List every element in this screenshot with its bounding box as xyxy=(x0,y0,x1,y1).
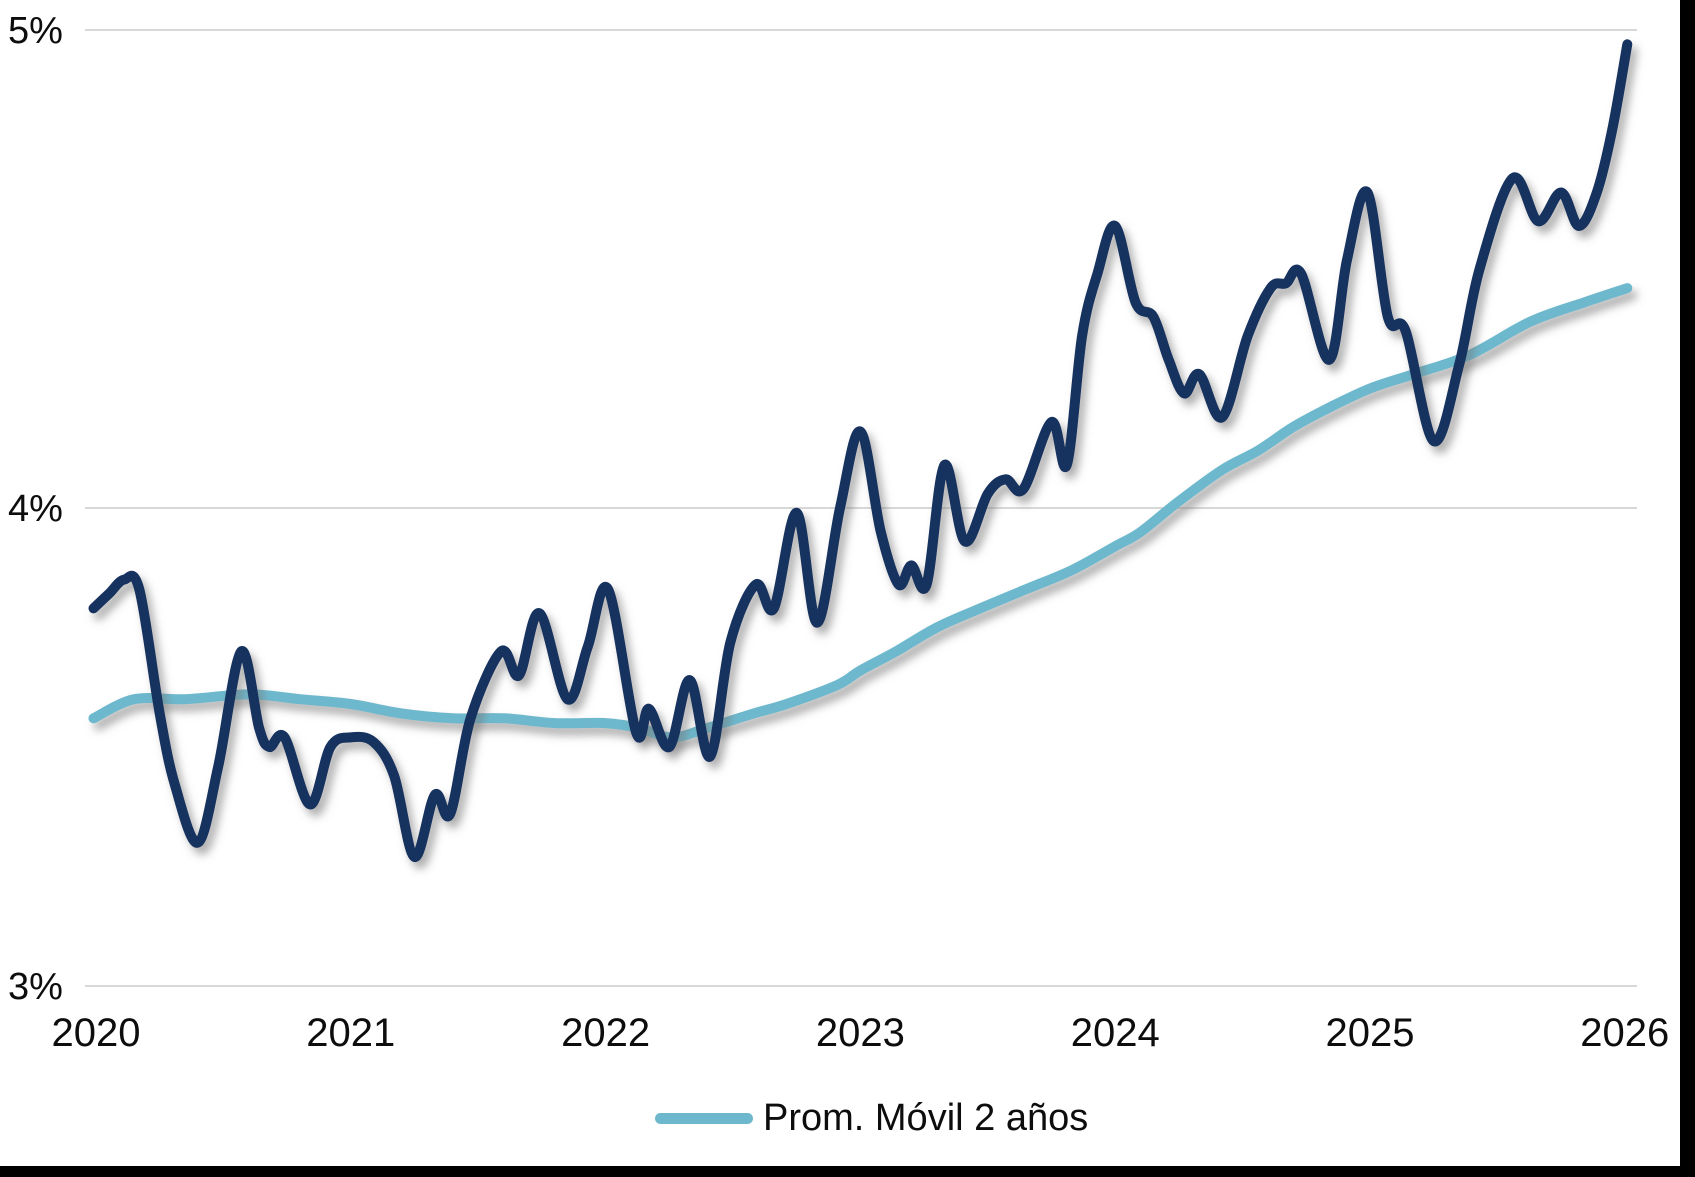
x-axis-label: 2025 xyxy=(1326,1011,1415,1055)
legend-label: Prom. Móvil 2 años xyxy=(763,1097,1089,1139)
moving-average-line xyxy=(88,283,1633,743)
x-axis-label: 2020 xyxy=(52,1011,141,1055)
x-axis-label: 2026 xyxy=(1580,1011,1669,1055)
bottom-border xyxy=(0,1166,1695,1177)
x-axis-label: 2021 xyxy=(306,1011,395,1055)
legend: Prom. Móvil 2 años xyxy=(655,1096,1088,1140)
y-axis-label: 3% xyxy=(8,966,63,1008)
x-axis-label: 2024 xyxy=(1071,1011,1160,1055)
right-border xyxy=(1680,0,1695,1177)
y-axis-label: 4% xyxy=(8,488,63,530)
legend-line-swatch xyxy=(655,1112,753,1124)
y-axis-label: 5% xyxy=(8,10,63,52)
x-axis-label: 2022 xyxy=(561,1011,650,1055)
main-series-line xyxy=(88,39,1633,862)
x-axis-label: 2023 xyxy=(816,1011,905,1055)
